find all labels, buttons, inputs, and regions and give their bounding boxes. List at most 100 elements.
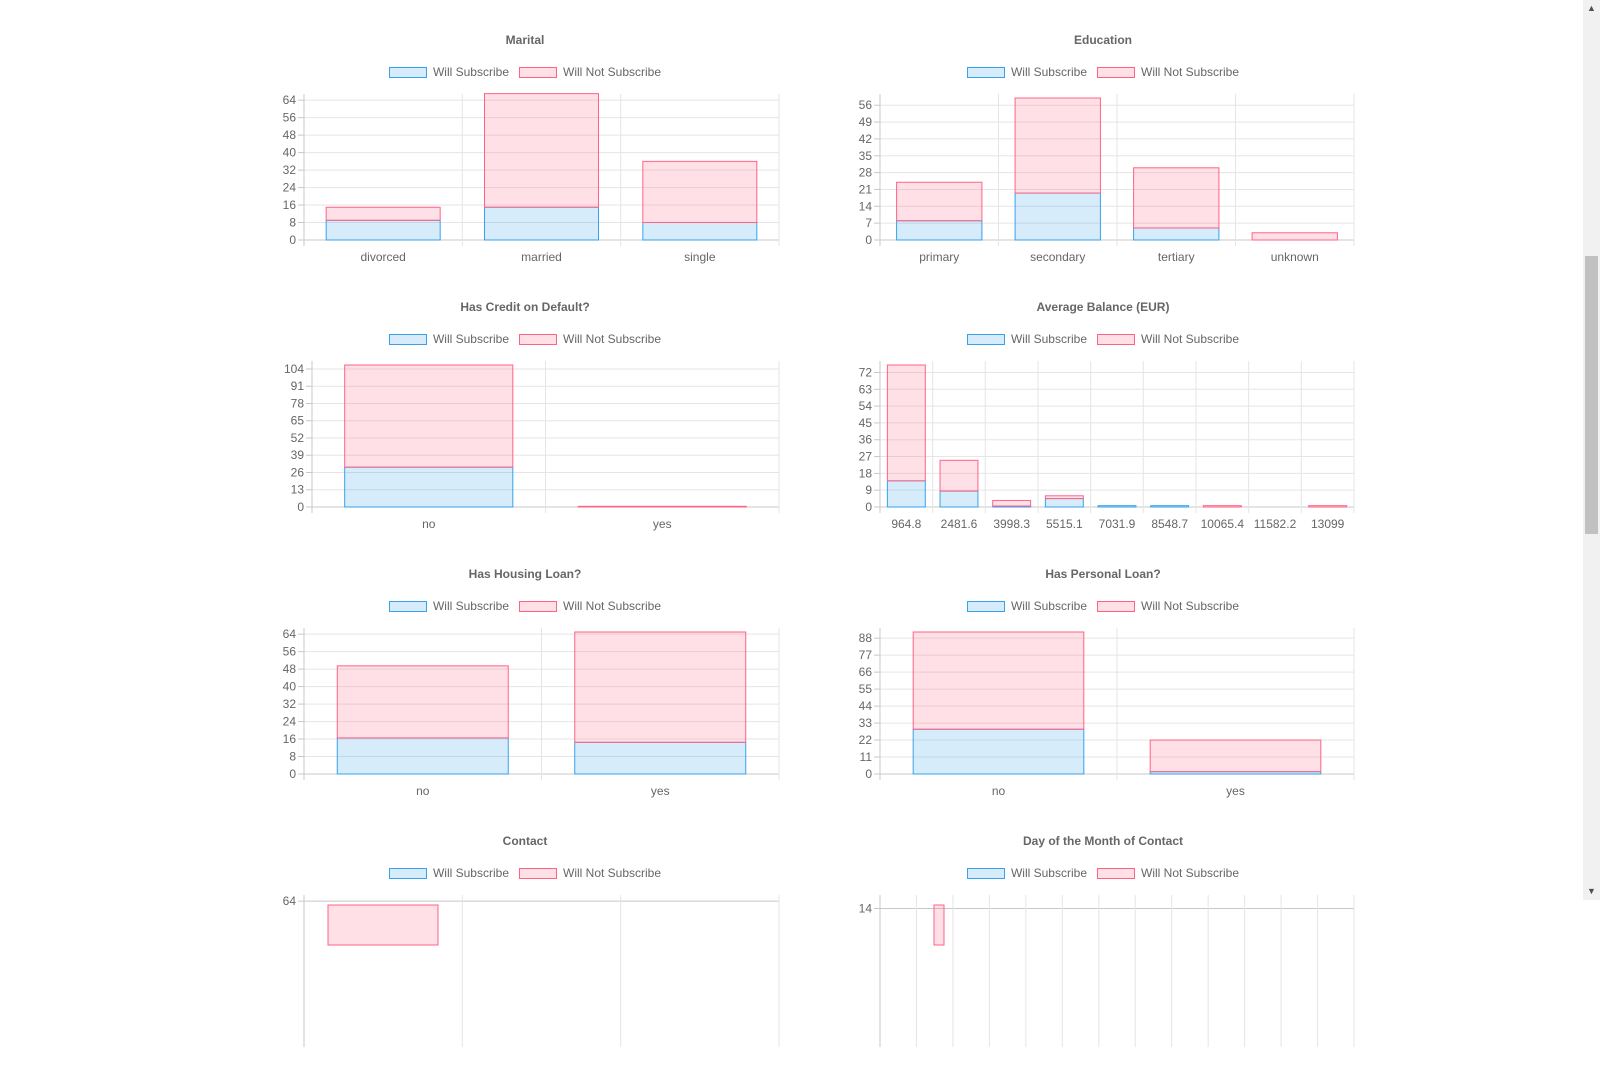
bar-segment-will-not-subscribe[interactable] (1044, 495, 1084, 500)
bar-segment-will-subscribe[interactable] (896, 220, 983, 241)
bar-segment-will-subscribe[interactable] (484, 206, 599, 241)
chart-panel: Education Will Subscribe Will Not Subscrib… (813, 14, 1393, 279)
chart-panel: Has Personal Loan? Will Subscribe Will Not… (813, 548, 1393, 813)
bar-segment-will-not-subscribe[interactable] (1014, 97, 1101, 194)
legend-item-will-not-subscribe[interactable]: Will Not Subscribe (519, 332, 661, 346)
legend-swatch-subscribe (388, 333, 427, 345)
bar-segment-will-not-subscribe[interactable] (896, 181, 983, 222)
legend-label: Will Subscribe (1010, 332, 1087, 346)
y-tick-label: 78 (291, 396, 305, 410)
legend-item-will-not-subscribe[interactable]: Will Not Subscribe (519, 65, 661, 79)
y-tick-label: 77 (859, 648, 873, 662)
bar-segment-will-not-subscribe[interactable] (1202, 505, 1242, 508)
legend-item-will-subscribe[interactable]: Will Subscribe (388, 65, 509, 79)
x-tick-label: tertiary (1158, 250, 1195, 264)
legend-item-will-subscribe[interactable]: Will Subscribe (966, 866, 1087, 880)
bar-segment-will-not-subscribe[interactable] (912, 631, 1085, 730)
legend-swatch-not-subscribe (519, 333, 557, 345)
y-tick-label: 56 (859, 98, 873, 112)
bar-segment-not-subscribe[interactable] (933, 904, 945, 946)
bar-segment-will-not-subscribe[interactable] (1133, 167, 1220, 229)
legend-item-will-not-subscribe[interactable]: Will Not Subscribe (1097, 332, 1239, 346)
legend-item-will-not-subscribe[interactable]: Will Not Subscribe (519, 599, 661, 613)
legend-item-will-subscribe[interactable]: Will Subscribe (388, 332, 509, 346)
bar-segment-will-subscribe[interactable] (336, 737, 509, 775)
legend-item-will-subscribe[interactable]: Will Subscribe (966, 65, 1087, 79)
bar-segment-will-not-subscribe[interactable] (1251, 232, 1338, 241)
bar-segment-will-subscribe[interactable] (574, 741, 747, 775)
bar-segment-will-not-subscribe[interactable] (325, 206, 441, 221)
chart-legend: Will Subscribe Will Not Subscribe (235, 65, 815, 79)
bar-segment-will-subscribe[interactable] (344, 466, 514, 508)
y-tick-label: 56 (283, 111, 297, 125)
legend-item-will-subscribe[interactable]: Will Subscribe (966, 332, 1087, 346)
legend-swatch-not-subscribe (1097, 333, 1135, 345)
bar-segment-will-subscribe[interactable] (325, 219, 441, 241)
y-tick-label: 48 (283, 662, 297, 676)
bar-segment-will-not-subscribe[interactable] (992, 499, 1032, 507)
legend-label: Will Not Subscribe (1141, 599, 1240, 613)
bar-segment-will-not-subscribe[interactable] (484, 93, 599, 208)
y-tick-label: 64 (283, 93, 297, 107)
legend-item-will-not-subscribe[interactable]: Will Not Subscribe (1097, 866, 1239, 880)
bar-segment-will-subscribe[interactable] (1044, 498, 1084, 508)
y-tick-label: 14 (859, 199, 873, 213)
y-tick-label: 33 (859, 716, 873, 730)
legend-item-will-not-subscribe[interactable]: Will Not Subscribe (1097, 599, 1239, 613)
legend-item-will-not-subscribe[interactable]: Will Not Subscribe (519, 866, 661, 880)
y-tick-label: 56 (283, 645, 297, 659)
y-tick-label: 66 (859, 665, 873, 679)
scroll-down-arrow-icon[interactable]: ▼ (1587, 886, 1596, 896)
chart-panel: Day of the Month of Contact Will Subscrib… (813, 815, 1393, 1080)
legend-item-will-subscribe[interactable]: Will Subscribe (966, 599, 1087, 613)
scroll-thumb[interactable] (1585, 256, 1598, 534)
x-tick-label: 3998.3 (993, 517, 1030, 531)
bar-segment-will-not-subscribe[interactable] (642, 160, 758, 224)
legend-swatch-subscribe (966, 66, 1005, 78)
chart-panel: Has Housing Loan? Will Subscribe Will Not … (235, 548, 815, 813)
y-tick-label: 0 (865, 767, 872, 781)
bar-segment-will-not-subscribe[interactable] (1308, 505, 1348, 508)
vertical-scrollbar[interactable]: ▲ ▼ (1583, 0, 1600, 900)
y-tick-label: 27 (859, 450, 873, 464)
legend-item-will-subscribe[interactable]: Will Subscribe (388, 866, 509, 880)
y-tick-label: 0 (289, 233, 296, 247)
bar-segment-will-subscribe[interactable] (1097, 505, 1137, 508)
x-tick-label: unknown (1271, 250, 1319, 264)
bar-segment-will-subscribe[interactable] (1150, 505, 1190, 508)
chart-svg: 0 11 22 33 44 55 66 77 88 no yes (859, 628, 1355, 798)
bar-segment-will-subscribe[interactable] (642, 222, 758, 241)
bar-segment-will-not-subscribe[interactable] (577, 505, 747, 508)
chart-panel: Marital Will Subscribe Will Not Subscribe 0… (235, 14, 815, 279)
bar-segment-will-not-subscribe[interactable] (939, 459, 979, 492)
chart-title: Contact (502, 834, 548, 848)
bar-segment-will-subscribe[interactable] (1014, 192, 1101, 241)
y-tick-label: 54 (859, 399, 873, 413)
legend-item-will-subscribe[interactable]: Will Subscribe (388, 599, 509, 613)
chart-legend: Will Subscribe Will Not Subscribe (813, 65, 1393, 79)
bar-segment-will-subscribe[interactable] (939, 490, 979, 508)
chart-legend: Will Subscribe Will Not Subscribe (813, 332, 1393, 346)
y-tick-label: 18 (859, 466, 873, 480)
bar-segment-not-subscribe[interactable] (327, 904, 439, 946)
legend-swatch-not-subscribe (519, 66, 557, 78)
bar-segment-will-not-subscribe[interactable] (336, 665, 509, 739)
bar-segment-will-not-subscribe[interactable] (886, 364, 926, 482)
y-tick-label: 0 (297, 500, 304, 514)
x-tick-label: single (684, 250, 716, 264)
x-tick-label: 11582.2 (1254, 517, 1297, 531)
legend-item-will-not-subscribe[interactable]: Will Not Subscribe (1097, 65, 1239, 79)
legend-swatch-subscribe (388, 867, 427, 879)
bar-segment-will-not-subscribe[interactable] (344, 364, 514, 468)
y-tick-label: 9 (865, 483, 872, 497)
bar-segment-will-subscribe[interactable] (912, 728, 1085, 775)
y-tick-label: 36 (859, 433, 873, 447)
y-tick-label: 63 (859, 382, 873, 396)
bar-segment-will-not-subscribe[interactable] (574, 631, 747, 743)
scroll-up-arrow-icon[interactable]: ▲ (1587, 3, 1596, 13)
bar-segment-will-subscribe[interactable] (886, 480, 926, 508)
bar-segment-will-subscribe[interactable] (1133, 227, 1220, 241)
y-tick-label: 48 (283, 128, 297, 142)
bar-segment-will-not-subscribe[interactable] (1149, 739, 1322, 773)
x-tick-label: no (992, 784, 1006, 798)
